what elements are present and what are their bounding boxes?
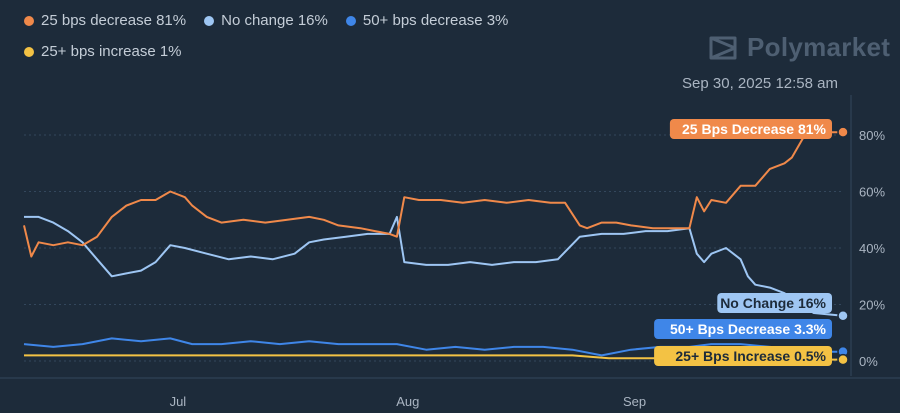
x-tick-label: Sep: [623, 394, 646, 409]
legend-label: 50+ bps decrease 3%: [362, 12, 509, 29]
series-end-label-bg: [717, 293, 832, 313]
series-line-no-change: [24, 215, 844, 317]
polymarket-logo-icon: [709, 36, 737, 59]
series-end-label: 25+ Bps Increase 0.5%: [675, 348, 826, 364]
y-tick-label: 60%: [859, 185, 885, 200]
legend-item-50-bps-decrease[interactable]: 50+ bps decrease 3%: [345, 12, 509, 29]
legend-item-25-bps-decrease[interactable]: 25 bps decrease 81%: [24, 12, 186, 29]
chart-timestamp: Sep 30, 2025 12:58 am: [682, 75, 838, 92]
series-line-50-bps-decrease: [23, 337, 843, 357]
series-end-label-bg: [654, 319, 832, 339]
x-tick-label: Jul: [170, 394, 187, 409]
polymarket-brand: Polymarket: [708, 32, 890, 63]
series-endpoint: [837, 126, 849, 138]
series-line-25-bps-decrease: [23, 131, 843, 258]
legend-dot-icon: [24, 46, 34, 57]
legend-label: 25+ bps increase 1%: [41, 43, 182, 60]
legend-label: 25 bps decrease 81%: [41, 12, 187, 29]
series-end-label: 25 Bps Decrease 81%: [682, 121, 827, 137]
series-endpoint: [837, 310, 849, 322]
series-end-label: 50+ Bps Decrease 3.3%: [670, 321, 827, 337]
series-end-label-bg: [654, 346, 832, 366]
legend-item-no-change[interactable]: No change 16%: [204, 12, 328, 29]
legend-label: No change 16%: [221, 12, 328, 29]
legend-dot-icon: [204, 15, 215, 26]
x-tick-label: Aug: [396, 394, 419, 409]
chart-legend: 25 bps decrease 81% No change 16% 50+ bp…: [24, 12, 664, 60]
series-endpoint: [837, 353, 849, 366]
y-tick-label: 80%: [859, 128, 885, 143]
y-tick-label: 40%: [859, 241, 885, 256]
series-end-label-bg: [669, 119, 832, 139]
legend-item-25-bps-increase[interactable]: 25+ bps increase 1%: [24, 43, 182, 60]
y-tick-label: 20%: [859, 298, 885, 313]
legend-dot-icon: [24, 15, 34, 26]
brand-name: Polymarket: [747, 32, 891, 62]
y-tick-label: 0%: [859, 354, 878, 369]
legend-dot-icon: [345, 15, 356, 26]
series-end-label: No Change 16%: [720, 295, 826, 311]
